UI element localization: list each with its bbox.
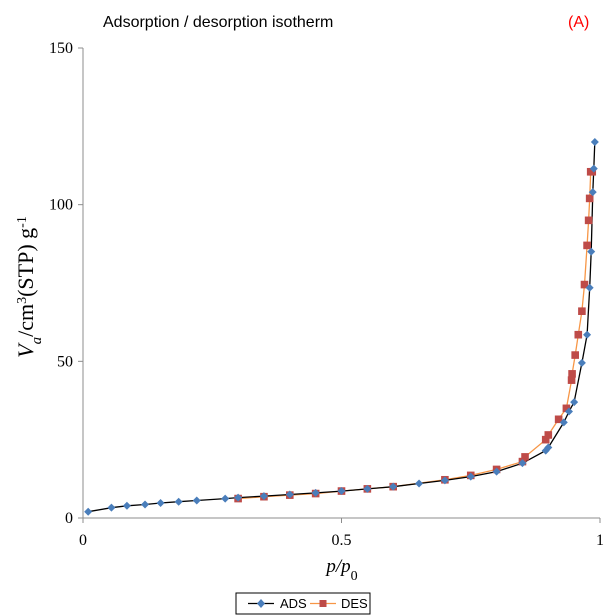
ads-point xyxy=(588,188,597,197)
ads-point xyxy=(585,283,594,292)
ads-point xyxy=(577,358,586,367)
ads-point xyxy=(122,501,131,510)
des-point xyxy=(574,330,583,339)
ads-point xyxy=(559,418,568,427)
des-point xyxy=(562,404,571,413)
des-point xyxy=(571,351,579,359)
y-axis-title-exp: -1 xyxy=(15,216,30,228)
legend-box xyxy=(235,592,371,615)
ads-point xyxy=(518,459,527,468)
ads-point xyxy=(259,492,268,501)
ads-point xyxy=(363,484,372,493)
ads-point xyxy=(311,488,320,497)
ads-point xyxy=(192,496,201,505)
legend-ads-label: ADS xyxy=(280,596,307,611)
des-point xyxy=(580,280,589,289)
ads-point xyxy=(174,497,183,506)
des-point xyxy=(521,453,529,461)
x-tick-label: 1 xyxy=(596,532,604,549)
ads-point xyxy=(285,490,294,499)
ads-point xyxy=(466,472,475,481)
ads-point xyxy=(590,138,599,146)
panel-label: (A) xyxy=(568,14,589,31)
ads-point xyxy=(564,407,573,416)
des-series-line xyxy=(238,171,593,500)
legend-des-label: DES xyxy=(341,596,368,611)
y-tick-label: 150 xyxy=(49,40,73,57)
des-point xyxy=(584,216,593,225)
x-axis-title-p: p xyxy=(324,556,336,577)
ads-point xyxy=(389,482,398,491)
ads-point xyxy=(440,476,449,485)
ads-point xyxy=(234,493,243,502)
x-axis-title-p0: /p xyxy=(335,556,351,577)
des-point xyxy=(568,370,576,378)
x-ticks: 0 0.5 1 xyxy=(79,518,604,549)
y-tick-label: 50 xyxy=(57,353,73,370)
ads-point xyxy=(583,330,592,339)
ads-point xyxy=(84,507,93,516)
legend-des-marker xyxy=(319,600,327,607)
legend: ADS DES xyxy=(235,592,371,615)
ads-series-line xyxy=(88,141,596,513)
ads-point xyxy=(587,247,596,256)
x-axis-title: p/p0 xyxy=(324,556,357,584)
ads-point xyxy=(337,487,346,496)
ads-point xyxy=(156,498,165,507)
y-ticks: 0 50 100 150 xyxy=(49,40,83,527)
ads-point xyxy=(492,467,501,476)
y-axis-title-rest: (STP) g xyxy=(13,228,38,297)
y-axis-title-3: 3 xyxy=(15,297,30,304)
des-point xyxy=(583,241,591,250)
des-point xyxy=(541,435,550,444)
y-tick-label: 0 xyxy=(65,510,73,527)
ads-point xyxy=(415,479,424,488)
y-tick-label: 100 xyxy=(49,197,73,214)
x-axis-title-sub: 0 xyxy=(351,569,358,584)
ads-point xyxy=(221,494,230,503)
x-tick-label: 0 xyxy=(79,532,87,549)
series-layer xyxy=(84,138,599,516)
chart-title: Adsorption / desorption isotherm xyxy=(103,14,333,31)
des-point xyxy=(544,431,553,439)
x-tick-label: 0.5 xyxy=(332,532,352,549)
legend-ads-marker xyxy=(257,599,265,608)
y-axis-title-cm: /cm xyxy=(13,304,38,337)
ads-point xyxy=(107,503,116,512)
des-point xyxy=(585,194,594,203)
y-axis-title-a: a xyxy=(29,337,45,345)
ads-point xyxy=(141,500,150,509)
ads-point xyxy=(589,164,598,173)
ads-point xyxy=(544,443,553,452)
y-axis-title-v: V xyxy=(13,342,38,358)
ads-point xyxy=(570,398,579,407)
des-point xyxy=(578,307,586,315)
des-point xyxy=(588,167,597,176)
des-point xyxy=(554,415,563,424)
des-point xyxy=(567,376,576,384)
y-axis-title: Va/cm3(STP) g-1 xyxy=(13,216,45,358)
